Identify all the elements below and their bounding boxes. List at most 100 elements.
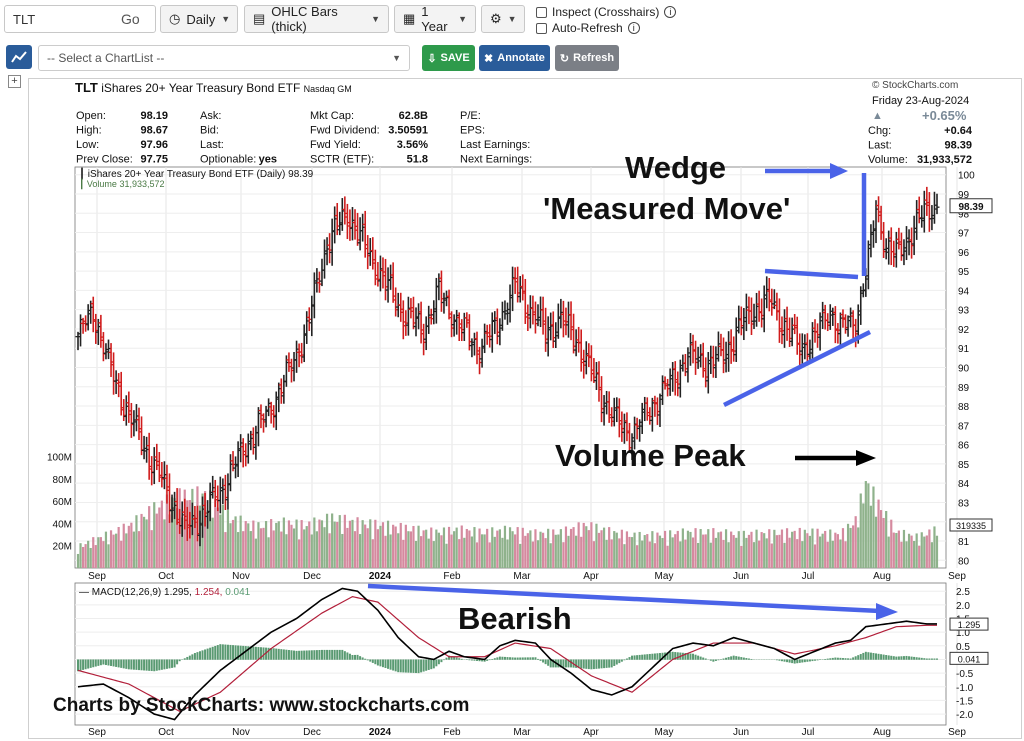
macd-histogram-bar [514, 657, 517, 660]
macd-histogram-bar [234, 645, 237, 660]
macd-tag [949, 617, 989, 631]
macd-histogram-bar [895, 656, 898, 660]
autorefresh-toggle[interactable]: Auto-Refresh i [536, 21, 640, 35]
macd-histogram-bar [196, 652, 199, 660]
period-dropdown[interactable]: ◷ Daily ▼ [160, 5, 238, 33]
volume-bar [666, 545, 669, 568]
price-tick-label: 86 [958, 441, 970, 452]
quote-label: P/E: [460, 110, 481, 122]
macd-histogram-bar [600, 659, 603, 669]
macd-histogram-bar [915, 657, 918, 660]
macd-histogram-bar [338, 649, 341, 660]
volume-bar [488, 542, 491, 568]
volume-bar [450, 534, 453, 568]
macd-histogram-bar [409, 659, 412, 673]
annotate-button[interactable]: ✖ Annotate [479, 45, 550, 71]
month-label: Dec [303, 727, 321, 738]
macd-histogram-bar [127, 659, 130, 670]
volume-bar [384, 535, 387, 568]
bars-icon: ▤ [253, 11, 266, 26]
macd-histogram-bar [742, 657, 745, 660]
volume-bar [669, 530, 672, 568]
macd-histogram-bar [880, 654, 883, 660]
price-tick-label: 92 [958, 325, 970, 336]
macd-histogram-bar [165, 659, 168, 669]
macd-histogram-bar [877, 653, 880, 660]
volume-bar [595, 523, 598, 568]
macd-histogram-bar [247, 646, 250, 660]
volume-bar [587, 530, 590, 568]
macd-histogram-bar [79, 659, 82, 671]
volume-bar [376, 529, 379, 568]
macd-histogram-bar [778, 659, 781, 661]
autorefresh-checkbox[interactable] [536, 22, 547, 34]
macd-histogram-bar [458, 658, 461, 660]
info-icon[interactable]: i [627, 22, 640, 34]
volume-bar [524, 535, 527, 568]
volume-bar [547, 528, 550, 568]
save-button[interactable]: ⇩ SAVE [422, 45, 475, 71]
macd-histogram-bar [107, 659, 110, 666]
macd-histogram-bar [793, 659, 796, 664]
macd-histogram-bar [354, 654, 357, 660]
macd-histogram-bar [336, 649, 339, 660]
macd-histogram-bar [930, 658, 933, 660]
macd-histogram-bar [730, 656, 733, 660]
volume-bar [214, 499, 217, 568]
price-tick-label: 85 [958, 460, 970, 471]
volume-bar [275, 522, 278, 568]
symbol-input[interactable] [5, 6, 115, 32]
macd-histogram-bar [254, 646, 257, 660]
go-button[interactable]: Go [121, 11, 140, 27]
price-tick-label: 98 [958, 209, 970, 220]
macd-histogram-bar [646, 654, 649, 660]
range-dropdown[interactable]: ▦ 1 Year ▼ [394, 4, 476, 34]
macd-histogram-bar [615, 659, 618, 665]
month-label: Sep [88, 727, 106, 738]
info-icon[interactable]: i [664, 6, 677, 18]
chartlist-select[interactable]: -- Select a ChartList -- ▼ [38, 45, 410, 71]
signal-line [77, 596, 937, 713]
volume-bar [704, 534, 707, 568]
volume-bar [252, 520, 255, 568]
macd-histogram-bar [89, 659, 92, 668]
macd-histogram-bar [839, 657, 842, 660]
month-label: Jun [733, 571, 749, 582]
macd-histogram-bar [636, 655, 639, 660]
macd-histogram-bar [328, 649, 331, 660]
volume-bar [552, 529, 555, 568]
settings-dropdown[interactable]: ⚙ ▼ [481, 5, 525, 33]
macd-histogram-bar [852, 657, 855, 660]
volume-bar [79, 543, 82, 568]
macd-histogram-bar [791, 659, 794, 664]
volume-bar [508, 527, 512, 568]
macd-histogram-bar [740, 657, 743, 660]
macd-histogram-bar [117, 659, 120, 668]
volume-bar [287, 520, 291, 568]
macd-histogram-bar [315, 650, 318, 660]
macd-histogram-bar [854, 656, 857, 660]
volume-bar [153, 502, 156, 568]
refresh-label: Refresh [573, 52, 615, 64]
chart-icon-button[interactable] [6, 45, 32, 69]
inspect-checkbox[interactable] [536, 6, 547, 18]
volume-bar [468, 530, 471, 568]
add-panel-button[interactable]: + [8, 75, 21, 88]
macd-line [77, 587, 937, 721]
macd-histogram-bar [201, 650, 204, 660]
inspect-toggle[interactable]: Inspect (Crosshairs) i [536, 5, 677, 19]
volume-bar [798, 527, 801, 568]
refresh-button[interactable]: ↻ Refresh [555, 45, 619, 71]
price-tick-label: 97 [958, 229, 970, 240]
symbol-search[interactable]: Go [4, 5, 156, 33]
macd-histogram-bar [666, 652, 669, 660]
volume-bar [491, 527, 494, 568]
month-label: Sep [88, 571, 106, 582]
macd-legend: — MACD(12,26,9) 1.295, 1.254, 0.041 [79, 587, 251, 598]
price-tick-label: 100 [958, 171, 975, 182]
macd-histogram-bar [831, 657, 834, 660]
volume-bar [272, 530, 275, 568]
macd-histogram-bar [692, 653, 695, 660]
volume-bar [933, 526, 936, 568]
chart-type-dropdown[interactable]: ▤ OHLC Bars (thick) ▼ [244, 4, 389, 34]
